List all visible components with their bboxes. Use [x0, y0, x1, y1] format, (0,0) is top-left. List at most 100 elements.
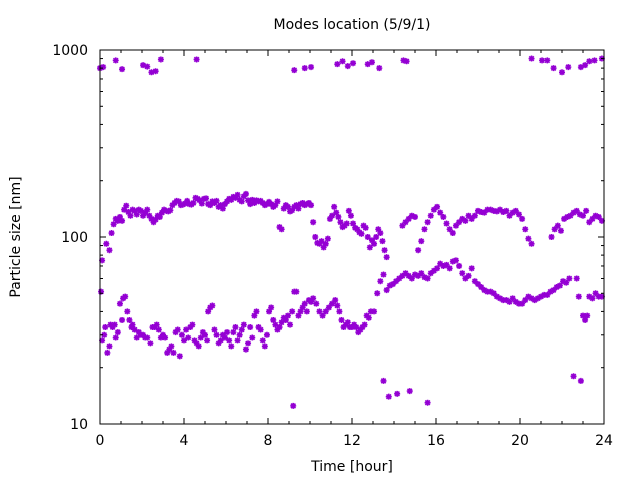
data-point	[399, 222, 406, 229]
x-tick-label: 0	[96, 433, 105, 449]
data-point	[503, 207, 510, 214]
data-point	[437, 260, 444, 267]
data-point	[217, 202, 224, 209]
data-point	[98, 288, 105, 295]
data-point	[183, 326, 190, 333]
data-point	[583, 207, 590, 214]
data-point	[519, 300, 526, 307]
data-point	[434, 203, 441, 210]
data-point	[509, 295, 516, 302]
data-point	[550, 287, 557, 294]
data-point	[592, 290, 599, 297]
data-point	[326, 215, 333, 222]
data-point	[181, 337, 187, 344]
data-point	[215, 340, 222, 347]
data-point	[301, 65, 308, 72]
data-point	[202, 331, 208, 338]
data-point	[204, 337, 211, 344]
data-point	[559, 69, 565, 76]
data-point	[99, 337, 106, 344]
data-point	[512, 298, 519, 305]
data-point	[344, 319, 351, 326]
data-point	[331, 203, 338, 210]
data-point	[99, 257, 106, 264]
data-point	[554, 222, 561, 229]
data-point	[345, 207, 352, 214]
data-point	[350, 60, 357, 67]
data-point	[408, 212, 415, 219]
data-point	[449, 258, 456, 265]
data-point	[355, 329, 362, 336]
data-point	[385, 393, 392, 400]
data-point	[566, 275, 573, 282]
data-point	[137, 207, 144, 214]
data-point	[440, 213, 447, 220]
data-point	[234, 337, 241, 344]
data-point	[334, 61, 341, 68]
data-point	[195, 343, 202, 350]
data-point	[291, 67, 298, 74]
data-point	[462, 217, 469, 224]
data-point	[109, 324, 116, 331]
data-point	[325, 304, 332, 311]
data-point	[522, 297, 529, 304]
data-point	[443, 220, 450, 227]
data-point	[110, 221, 117, 228]
data-point	[427, 212, 434, 219]
data-point	[152, 216, 159, 223]
data-point	[359, 324, 366, 331]
data-point	[377, 230, 384, 237]
data-point	[221, 334, 228, 341]
x-tick-label: 24	[595, 433, 613, 449]
data-point	[259, 337, 266, 344]
data-point	[255, 324, 262, 331]
data-point	[127, 212, 134, 219]
data-point	[282, 316, 289, 323]
data-point	[295, 312, 302, 319]
data-point	[551, 226, 558, 233]
data-point	[205, 308, 212, 315]
data-point	[193, 340, 200, 347]
data-point	[293, 202, 300, 209]
data-point	[402, 219, 409, 226]
data-point	[106, 343, 113, 350]
data-point	[381, 247, 388, 254]
y-axis-label: Particle size [nm]	[8, 176, 24, 297]
data-point	[333, 209, 340, 216]
data-point	[399, 272, 406, 279]
data-point	[114, 329, 121, 336]
data-point	[126, 316, 133, 323]
data-point	[361, 321, 368, 328]
data-point	[430, 206, 437, 213]
data-point	[116, 213, 123, 220]
data-point	[144, 63, 151, 70]
data-point	[541, 291, 548, 298]
data-point	[293, 288, 300, 295]
data-point	[539, 57, 546, 64]
data-point	[308, 202, 315, 209]
data-point	[380, 271, 387, 278]
data-point	[224, 198, 231, 205]
data-point	[478, 209, 485, 216]
data-point	[217, 337, 224, 344]
data-point	[268, 304, 275, 311]
data-point	[406, 388, 413, 395]
data-point	[114, 217, 121, 224]
data-point	[245, 340, 252, 347]
data-point	[366, 244, 373, 251]
data-point	[112, 57, 119, 64]
data-point	[415, 272, 422, 279]
data-point	[160, 331, 166, 338]
data-point	[373, 234, 380, 240]
data-point	[497, 206, 504, 213]
data-point	[164, 349, 171, 356]
data-point	[228, 343, 235, 350]
x-axis-label: Time [hour]	[310, 459, 393, 475]
data-point	[509, 209, 516, 216]
data-point	[320, 244, 327, 251]
data-point	[525, 293, 532, 300]
data-point	[232, 194, 239, 201]
data-point	[329, 300, 336, 307]
data-point	[142, 209, 149, 216]
data-point	[100, 64, 107, 71]
